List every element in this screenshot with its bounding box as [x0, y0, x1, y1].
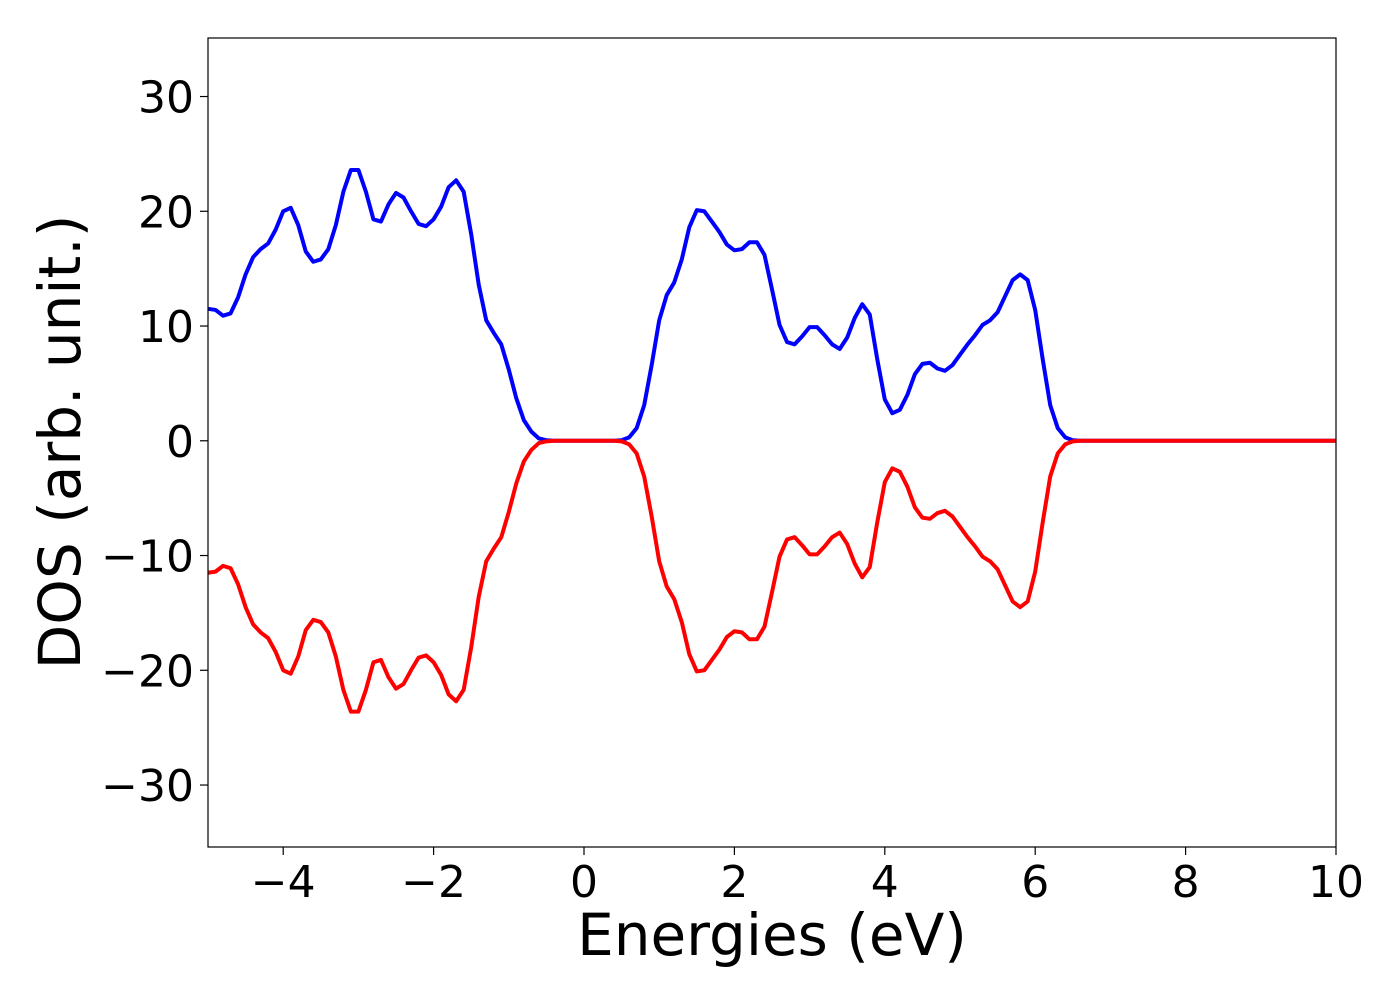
x-tick-label: −4 — [251, 857, 316, 908]
y-tick-label: 30 — [138, 73, 194, 124]
y-tick-label: −20 — [101, 646, 194, 697]
y-tick-label: −10 — [101, 532, 194, 583]
dos-line — [207, 167, 1336, 443]
x-tick-label: 4 — [871, 857, 899, 908]
x-axis-label: Energies (eV) — [577, 901, 967, 969]
dos-line — [207, 438, 1336, 714]
y-tick-label: 20 — [138, 187, 194, 238]
x-tick-label: 2 — [720, 857, 748, 908]
y-tick-label: 0 — [166, 417, 194, 468]
x-tick-label: 10 — [1308, 857, 1364, 908]
x-tick-label: 8 — [1172, 857, 1200, 908]
y-tick-label: 10 — [138, 302, 194, 353]
x-tick-label: 6 — [1021, 857, 1049, 908]
y-axis-label: DOS (arb. unit.) — [26, 215, 94, 670]
x-tick-label: 0 — [570, 857, 598, 908]
x-tick-label: −2 — [401, 857, 466, 908]
plot-frame — [207, 37, 1337, 848]
y-tick-label: −30 — [101, 761, 194, 812]
